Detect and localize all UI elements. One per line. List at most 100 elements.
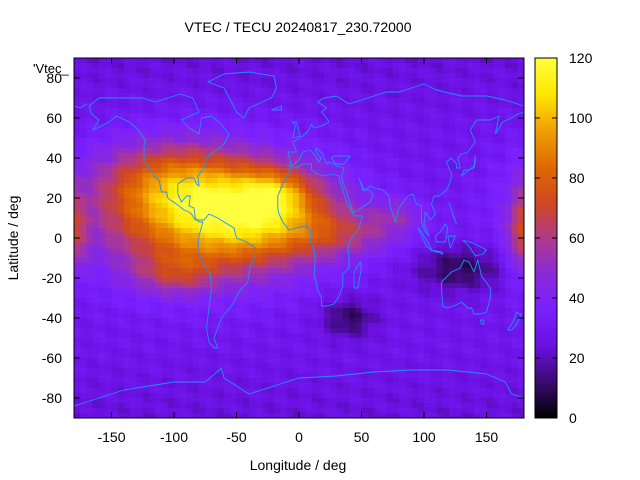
heat-cell <box>355 318 362 324</box>
heat-cell <box>349 233 356 239</box>
heat-cell <box>342 223 350 229</box>
heat-cell <box>430 383 437 389</box>
heat-cell <box>399 98 406 104</box>
heat-cell <box>461 208 469 214</box>
heat-cell <box>174 168 181 174</box>
heat-cell <box>399 243 406 249</box>
heat-cell <box>349 298 356 304</box>
heat-cell <box>292 123 300 129</box>
heat-cell <box>117 363 125 369</box>
heat-cell <box>380 253 387 259</box>
heat-cell <box>517 143 525 149</box>
heat-cell <box>405 303 412 309</box>
heat-cell <box>99 268 106 274</box>
heat-cell <box>511 323 519 329</box>
heat-cell <box>230 323 237 329</box>
heat-cell <box>130 363 137 369</box>
heat-cell <box>430 138 437 144</box>
heat-cell <box>467 383 475 389</box>
heat-cell <box>180 173 187 179</box>
heat-cell <box>386 273 394 279</box>
heat-cell <box>480 273 487 279</box>
heat-cell <box>405 353 412 359</box>
heat-cell <box>424 263 431 269</box>
heat-cell <box>399 323 406 329</box>
heat-cell <box>474 298 481 304</box>
heat-cell <box>117 328 125 334</box>
heat-cell <box>192 378 200 384</box>
heat-cell <box>480 153 487 159</box>
heat-cell <box>155 328 162 334</box>
heat-cell <box>436 333 444 339</box>
heat-cell <box>355 138 362 144</box>
heat-cell <box>374 348 381 354</box>
heat-cell <box>424 148 431 154</box>
heat-cell <box>442 168 450 174</box>
heat-cell <box>105 118 112 124</box>
heat-cell <box>436 218 444 224</box>
heat-cell <box>467 333 475 339</box>
heat-cell <box>442 193 450 199</box>
heat-cell <box>192 273 200 279</box>
heat-cell <box>224 98 231 104</box>
heat-cell <box>480 258 487 264</box>
heat-cell <box>80 168 87 174</box>
heat-cell <box>117 383 125 389</box>
heat-cell <box>174 328 181 334</box>
heat-cell <box>342 193 350 199</box>
heat-cell <box>417 263 425 269</box>
heat-cell <box>411 153 419 159</box>
heat-cell <box>292 213 300 219</box>
heat-cell <box>455 358 462 364</box>
heat-cell <box>361 378 369 384</box>
heat-cell <box>342 358 350 364</box>
heat-cell <box>149 103 156 109</box>
heat-cell <box>511 313 519 319</box>
heat-cell <box>436 93 444 99</box>
heat-cell <box>92 188 100 194</box>
heat-cell <box>486 223 494 229</box>
heat-cell <box>286 308 294 314</box>
heat-cell <box>442 393 450 399</box>
heat-cell <box>130 308 137 314</box>
heat-cell <box>449 358 456 364</box>
heat-cell <box>442 78 450 84</box>
heat-cell <box>111 183 119 189</box>
heat-cell <box>305 338 312 344</box>
heat-cell <box>492 333 500 339</box>
heat-cell <box>517 218 525 224</box>
heat-cell <box>455 253 462 259</box>
heat-cell <box>411 83 419 89</box>
heat-cell <box>417 113 425 119</box>
heat-cell <box>486 313 494 319</box>
heat-cell <box>492 73 500 79</box>
heat-cell <box>249 113 256 119</box>
heat-cell <box>124 393 131 399</box>
heat-cell <box>361 293 369 299</box>
heat-cell <box>86 278 94 284</box>
heat-cell <box>192 278 200 284</box>
heat-cell <box>330 348 337 354</box>
heat-cell <box>180 68 187 74</box>
heat-cell <box>92 138 100 144</box>
heat-cell <box>124 278 131 284</box>
heat-cell <box>480 283 487 289</box>
heat-cell <box>286 258 294 264</box>
heat-cell <box>186 288 194 294</box>
heat-cell <box>367 258 375 264</box>
heat-cell <box>236 233 244 239</box>
heat-cell <box>499 153 506 159</box>
heat-cell <box>480 113 487 119</box>
heat-cell <box>199 398 206 404</box>
heat-cell <box>342 118 350 124</box>
heat-cell <box>449 88 456 94</box>
heat-cell <box>317 58 325 64</box>
heat-cell <box>461 288 469 294</box>
heat-cell <box>74 108 81 114</box>
heat-cell <box>236 198 244 204</box>
heat-cell <box>217 298 225 304</box>
heat-cell <box>192 88 200 94</box>
heat-cell <box>186 308 194 314</box>
heat-cell <box>99 113 106 119</box>
heat-cell <box>99 388 106 394</box>
